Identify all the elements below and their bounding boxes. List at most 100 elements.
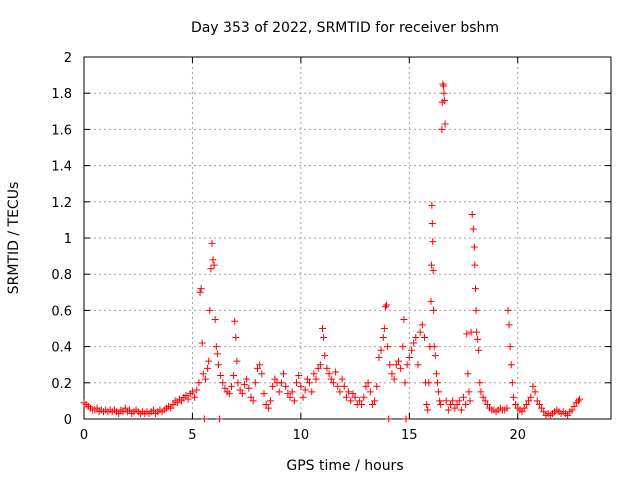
data-point	[282, 382, 290, 390]
data-point	[507, 361, 515, 369]
data-point	[327, 375, 335, 383]
data-point	[527, 393, 535, 401]
y-tick-label: 1.8	[51, 87, 72, 102]
data-point	[401, 379, 409, 387]
data-point	[329, 379, 337, 387]
data-point	[256, 361, 264, 369]
data-point	[464, 370, 472, 378]
data-point	[205, 357, 213, 365]
axis-ticks	[83, 56, 611, 420]
data-point	[407, 346, 415, 354]
data-point	[221, 384, 229, 392]
data-point	[465, 388, 473, 396]
data-point	[200, 415, 208, 423]
data-point	[303, 375, 311, 383]
data-point	[416, 328, 424, 336]
data-point	[388, 370, 396, 378]
data-point	[412, 334, 420, 342]
data-point	[437, 401, 445, 409]
data-point	[271, 375, 279, 383]
data-point	[455, 397, 463, 405]
y-tick-label: 0	[64, 413, 72, 428]
y-tick-label: 0.2	[51, 377, 72, 392]
data-point	[195, 379, 203, 387]
data-point	[466, 397, 474, 405]
data-point	[457, 406, 465, 414]
data-point	[323, 364, 331, 372]
data-point	[503, 404, 511, 412]
data-point	[475, 346, 483, 354]
data-point	[429, 267, 437, 275]
data-series	[80, 80, 584, 423]
data-point	[293, 379, 301, 387]
data-point	[184, 395, 192, 403]
data-point	[238, 390, 246, 398]
data-point	[243, 375, 251, 383]
data-point	[212, 343, 220, 351]
data-point	[251, 379, 259, 387]
data-point	[198, 339, 206, 347]
data-point	[377, 346, 385, 354]
data-point	[230, 372, 238, 380]
data-point	[535, 401, 543, 409]
data-point	[564, 411, 572, 419]
y-tick-label: 0.4	[51, 341, 72, 356]
data-point	[470, 243, 478, 251]
data-point	[358, 401, 366, 409]
data-point	[253, 364, 261, 372]
data-point	[213, 350, 221, 358]
data-point	[231, 317, 239, 325]
data-point	[290, 397, 298, 405]
data-point	[234, 379, 242, 387]
data-point	[208, 239, 216, 247]
data-point	[570, 402, 578, 410]
data-point	[345, 388, 353, 396]
data-point	[149, 406, 157, 414]
data-point	[178, 397, 186, 405]
plot-frame	[83, 56, 612, 420]
data-point	[518, 408, 526, 416]
data-point	[267, 397, 275, 405]
data-point	[167, 404, 175, 412]
chart-title: Day 353 of 2022, SRMTID for receiver bsh…	[191, 20, 499, 36]
data-point	[397, 364, 405, 372]
data-point	[173, 399, 181, 407]
data-point	[277, 379, 285, 387]
data-point	[338, 375, 346, 383]
data-point	[286, 393, 294, 401]
data-point	[429, 238, 437, 246]
data-point	[430, 306, 438, 314]
y-tick-label: 2	[64, 51, 72, 66]
data-point	[442, 397, 450, 405]
data-point	[481, 397, 489, 405]
data-point	[371, 397, 379, 405]
data-point	[425, 379, 433, 387]
data-point	[431, 352, 439, 360]
data-point	[506, 343, 514, 351]
data-point	[568, 406, 576, 414]
x-tick-label: 20	[509, 428, 526, 443]
data-point	[310, 370, 318, 378]
data-point	[440, 96, 448, 104]
data-point	[249, 397, 257, 405]
data-point	[380, 325, 388, 332]
data-point	[505, 321, 513, 329]
data-point	[364, 379, 372, 387]
data-point	[468, 210, 476, 218]
data-point	[525, 397, 533, 405]
data-point	[440, 82, 448, 90]
data-point	[284, 390, 292, 398]
data-point	[427, 261, 435, 269]
data-point	[332, 368, 340, 376]
data-point	[301, 386, 309, 394]
data-point	[188, 388, 196, 396]
data-point	[403, 361, 411, 369]
data-point	[436, 397, 444, 405]
data-point	[384, 343, 392, 351]
data-point	[366, 388, 374, 396]
data-point	[381, 303, 389, 311]
data-point	[258, 370, 266, 378]
data-point	[355, 397, 363, 405]
data-point	[435, 388, 443, 396]
data-point	[405, 353, 413, 361]
